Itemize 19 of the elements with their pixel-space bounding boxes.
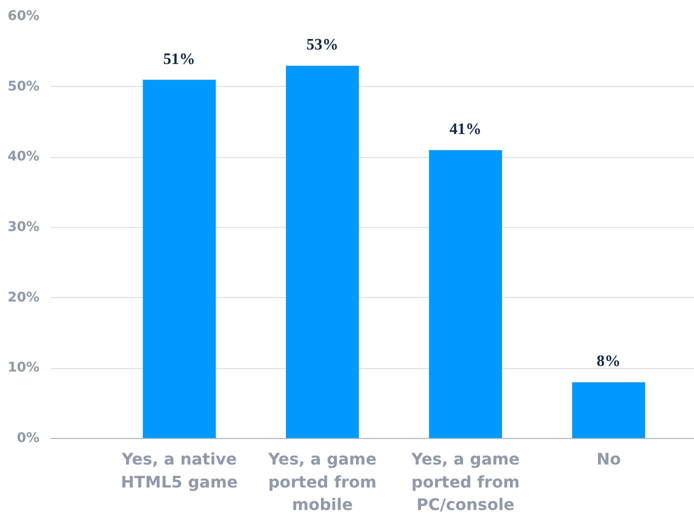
- bar: [286, 66, 359, 438]
- x-tick-label: Yes, a game ported from PC/console: [410, 450, 520, 514]
- y-tick-label: 50%: [8, 79, 40, 94]
- y-tick-label: 60%: [8, 9, 40, 24]
- bar: [429, 150, 502, 438]
- x-tick-label: Yes, a game ported from mobile: [267, 450, 377, 514]
- data-label: 41%: [450, 121, 482, 138]
- y-tick-label: 20%: [8, 290, 40, 306]
- y-tick-label: 0%: [16, 431, 40, 446]
- y-tick-label: 30%: [8, 220, 40, 235]
- data-label: 51%: [163, 50, 196, 68]
- data-label: 53%: [306, 36, 338, 54]
- bar: [142, 80, 216, 438]
- x-tick-label: No: [596, 450, 621, 468]
- y-tick-label: 10%: [8, 360, 40, 376]
- bar: [572, 382, 646, 438]
- x-tick-label: Yes, a native HTML5 game: [120, 450, 238, 492]
- y-tick-label: 40%: [8, 150, 40, 165]
- data-label: 8%: [596, 353, 621, 370]
